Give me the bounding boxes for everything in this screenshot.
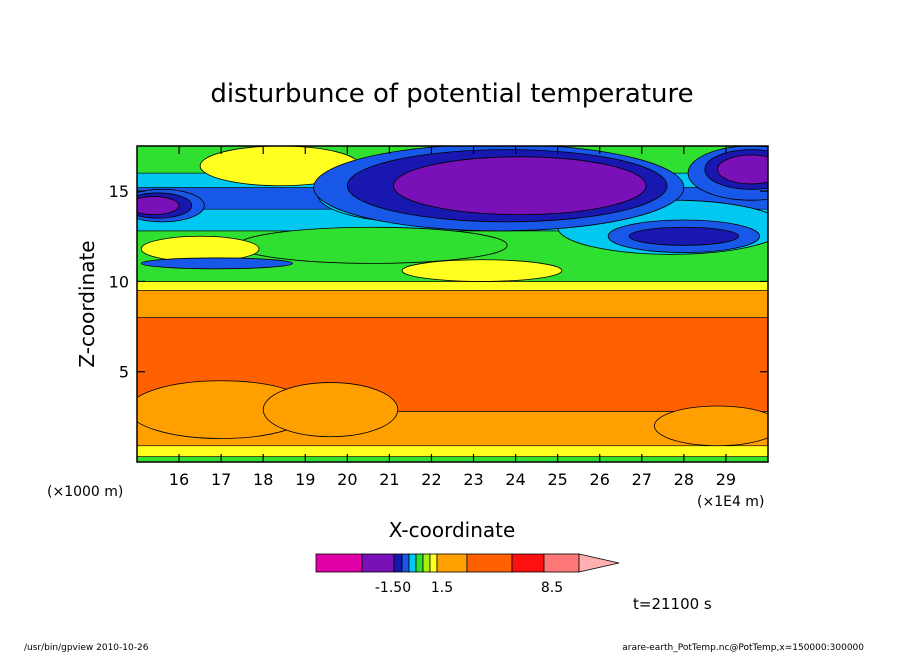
colorbar-label: -1.50 [375,580,411,596]
x-tick-label: 22 [421,470,441,489]
field-layer [137,281,768,290]
x-tick-label: 24 [505,470,525,489]
x-tick-label: 23 [463,470,483,489]
x-tick-label: 28 [674,470,694,489]
contour-region [263,383,398,437]
x-tick-label: 17 [211,470,231,489]
chart-title: disturbunce of potential temperature [210,79,693,109]
contour-region [629,227,738,245]
field-layer [137,446,768,457]
colorbar-label: 8.5 [541,580,563,596]
colorbar-label: 1.5 [431,580,453,596]
colorbar-swatch [437,554,467,572]
footer-right: arare-earth_PotTemp.nc@PotTemp,x=150000:… [622,643,864,653]
contour-region [394,157,646,215]
x-tick-label: 29 [716,470,736,489]
y-tick-label: 10 [109,272,129,291]
contour-region [654,406,780,446]
x-tick-label: 25 [547,470,567,489]
colorbar: -1.50 1.5 8.5 [316,554,619,596]
field-layer [137,290,768,317]
contour-region [129,197,179,215]
footer-left: /usr/bin/gpview 2010-10-26 [24,643,149,653]
x-tick-label: 19 [295,470,315,489]
x-unit-left: (×1000 m) [47,484,123,500]
y-axis-label: Z-coordinate [75,240,99,367]
colorbar-swatch [409,554,416,572]
x-tick-label: 27 [632,470,652,489]
y-tick-label: 15 [109,182,129,201]
colorbar-swatch [512,554,544,572]
contour-region [141,258,292,269]
contour-region [238,227,507,263]
colorbar-swatch [423,554,430,572]
colorbar-swatch [430,554,437,572]
plot-area [120,144,814,462]
x-tick-label: 21 [379,470,399,489]
time-label: t=21100 s [633,595,712,613]
x-tick-label: 20 [337,470,357,489]
x-tick-label: 16 [169,470,189,489]
colorbar-swatch [416,554,423,572]
x-unit-right: (×1E4 m) [697,494,764,510]
colorbar-swatch [316,554,362,572]
colorbar-swatch [544,554,579,572]
colorbar-swatch [467,554,512,572]
y-tick-label: 5 [119,363,129,382]
x-tick-label: 26 [590,470,610,489]
colorbar-swatch [402,554,409,572]
contour-region [402,260,562,282]
x-axis-label: X-coordinate [389,518,516,542]
colorbar-extend-arrow [579,554,619,572]
contour-region [718,155,785,184]
x-tick-label: 18 [253,470,273,489]
colorbar-swatch [362,554,394,572]
field-layer [137,457,768,462]
colorbar-swatch [394,554,402,572]
